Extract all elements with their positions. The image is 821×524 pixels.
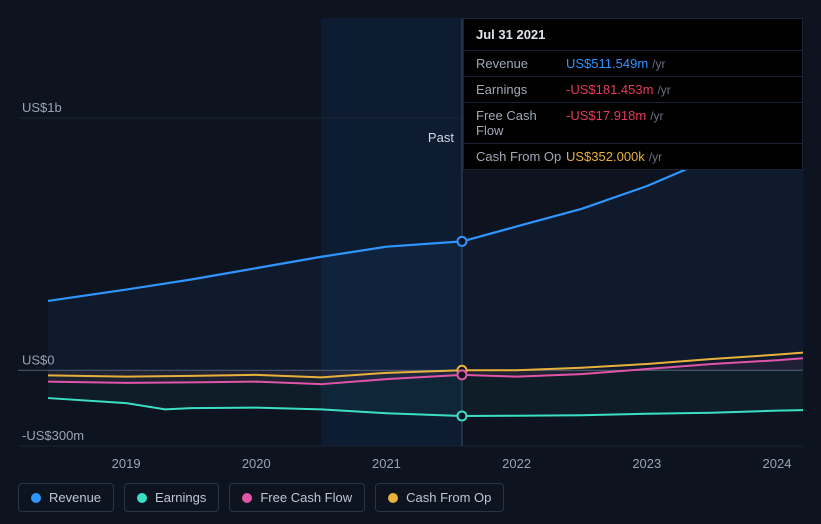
tooltip-row: Earnings-US$181.453m/yr	[464, 77, 802, 103]
y-axis-label: -US$300m	[22, 428, 84, 443]
y-axis-label: US$1b	[22, 100, 62, 115]
tooltip-row-value: US$352.000k	[566, 149, 645, 164]
tooltip-row-value: -US$17.918m	[566, 108, 646, 123]
x-axis-label: 2021	[372, 456, 401, 471]
legend-item-earnings[interactable]: Earnings	[124, 483, 219, 512]
chart-legend: Revenue Earnings Free Cash Flow Cash From O…	[18, 483, 504, 512]
tooltip-row-label: Free Cash Flow	[476, 108, 566, 138]
legend-item-revenue[interactable]: Revenue	[18, 483, 114, 512]
legend-dot-icon	[388, 493, 398, 503]
legend-item-cash_from_op[interactable]: Cash From Op	[375, 483, 504, 512]
legend-dot-icon	[242, 493, 252, 503]
marker-dot-free_cash_flow	[457, 370, 466, 379]
tooltip-row-value: -US$181.453m	[566, 82, 653, 97]
x-axis-label: 2023	[632, 456, 661, 471]
x-axis-label: 2024	[763, 456, 792, 471]
tooltip-row: Free Cash Flow-US$17.918m/yr	[464, 103, 802, 144]
marker-dot-earnings	[457, 411, 466, 420]
tooltip-row-label: Revenue	[476, 56, 566, 71]
tooltip-row: RevenueUS$511.549m/yr	[464, 51, 802, 77]
tooltip-row-value: US$511.549m	[566, 56, 648, 71]
tooltip-row-label: Cash From Op	[476, 149, 566, 164]
financials-chart: US$1b US$0 -US$300m 2019 2020 2021 2022 2023 202…	[0, 0, 821, 524]
marker-dot-revenue	[457, 237, 466, 246]
tooltip-date: Jul 31 2021	[464, 19, 802, 51]
section-label-past: Past	[428, 130, 454, 145]
tooltip-row-label: Earnings	[476, 82, 566, 97]
y-axis-label: US$0	[22, 352, 55, 367]
legend-dot-icon	[31, 493, 41, 503]
x-axis-label: 2022	[502, 456, 531, 471]
tooltip-row: Cash From OpUS$352.000k/yr	[464, 144, 802, 169]
tooltip-row-unit: /yr	[657, 83, 670, 97]
legend-item-label: Revenue	[49, 490, 101, 505]
tooltip-row-unit: /yr	[649, 150, 662, 164]
tooltip-row-unit: /yr	[652, 57, 665, 71]
x-axis-label: 2020	[242, 456, 271, 471]
chart-tooltip: Jul 31 2021 RevenueUS$511.549m/yrEarning…	[463, 18, 803, 170]
legend-item-label: Cash From Op	[406, 490, 491, 505]
tooltip-row-unit: /yr	[650, 109, 663, 123]
legend-dot-icon	[137, 493, 147, 503]
legend-item-label: Free Cash Flow	[260, 490, 352, 505]
legend-item-free_cash_flow[interactable]: Free Cash Flow	[229, 483, 365, 512]
legend-item-label: Earnings	[155, 490, 206, 505]
x-axis-label: 2019	[112, 456, 141, 471]
